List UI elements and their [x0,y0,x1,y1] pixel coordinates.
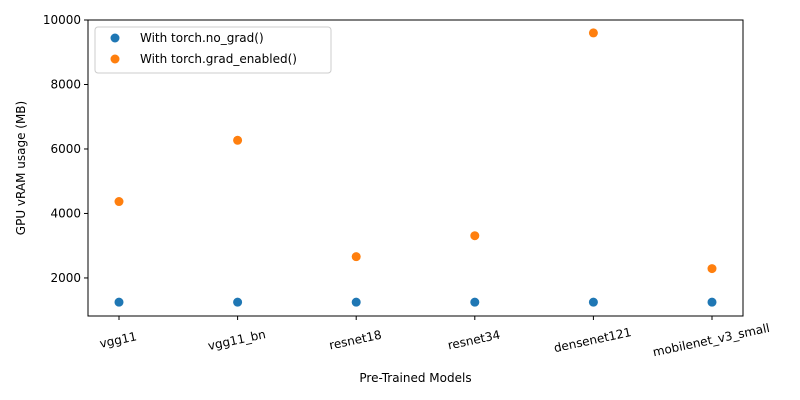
legend-marker [110,33,120,43]
legend-label: With torch.grad_enabled() [140,52,297,66]
data-point-series-1-resnet34 [470,297,480,307]
y-tick-label: 2000 [50,271,81,285]
data-point-series-1-densenet121 [588,297,598,307]
data-point-series-1-vgg11 [114,297,124,307]
data-point-series-1-mobilenet_v3_small [707,297,717,307]
y-axis-label: GPU vRAM usage (MB) [14,101,28,235]
data-point-series-2-resnet18 [351,252,361,262]
legend-box [94,26,332,74]
data-point-series-2-mobilenet_v3_small [707,264,717,274]
data-points [114,28,717,307]
y-tick-label: 10000 [43,13,81,27]
x-tick-label: mobilenet_v3_small [651,321,770,359]
data-point-series-2-vgg11_bn [233,135,243,145]
x-axis-label: Pre-Trained Models [359,371,471,385]
y-tick-label: 8000 [50,77,81,91]
x-axis-ticks: vgg11 vgg11_bn resnet18 resnet34 densenet121… [98,316,771,359]
x-tick-label: vgg11_bn [207,327,267,353]
data-point-series-2-densenet121 [588,28,598,38]
legend[interactable]: With torch.no_grad() With torch.grad_enab… [94,26,332,74]
data-point-series-2-vgg11 [114,197,124,207]
y-axis-ticks: 2000 4000 6000 8000 10000 [43,13,88,285]
data-point-series-1-resnet18 [351,297,361,307]
data-point-series-1-vgg11_bn [233,297,243,307]
data-point-series-2-resnet34 [470,231,480,241]
legend-label: With torch.no_grad() [140,31,264,45]
x-tick-label: densenet121 [553,325,633,355]
y-tick-label: 6000 [50,142,81,156]
legend-marker [110,54,120,64]
x-tick-label: vgg11 [98,329,138,351]
x-tick-label: resnet18 [328,328,383,353]
plot-frame [87,19,744,317]
x-tick-label: resnet34 [446,328,501,353]
y-tick-label: 4000 [50,206,81,220]
